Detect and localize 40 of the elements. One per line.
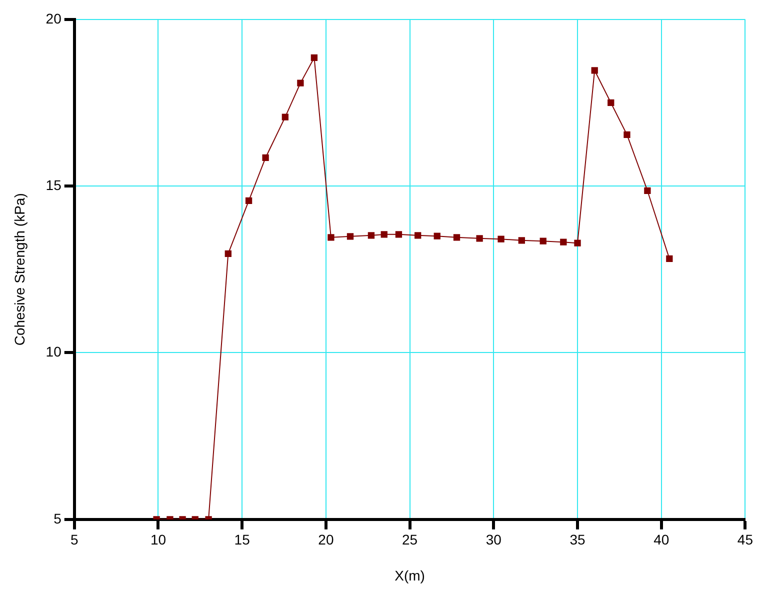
- point: [560, 238, 567, 246]
- point: [368, 232, 375, 239]
- point: [476, 235, 483, 242]
- x-tick-label: 30: [486, 532, 502, 548]
- point: [518, 237, 525, 244]
- point: [608, 99, 614, 106]
- x-tick-label: 5: [70, 532, 78, 548]
- point: [434, 232, 440, 240]
- y-tick-label: 15: [46, 176, 62, 193]
- point: [540, 238, 546, 244]
- point: [310, 54, 318, 62]
- point: [644, 187, 651, 194]
- x-tick-label: 10: [150, 532, 166, 548]
- point: [282, 114, 289, 120]
- y-tick-label: 20: [46, 10, 62, 26]
- point: [414, 232, 422, 239]
- point: [666, 255, 673, 262]
- point: [591, 67, 598, 74]
- point: [328, 234, 334, 241]
- point: [346, 233, 354, 240]
- point: [498, 236, 504, 242]
- y-tick-label: 5: [54, 510, 62, 526]
- x-tick-label: 20: [318, 532, 334, 548]
- x-tick-label: 45: [737, 532, 754, 548]
- point: [262, 154, 269, 162]
- point: [574, 240, 581, 246]
- x-tick-label: 40: [654, 532, 670, 548]
- y-axis-title: Cohesive Strength (kPa): [11, 193, 28, 346]
- point: [297, 80, 304, 86]
- point: [624, 131, 630, 138]
- x-tick-label: 15: [234, 532, 250, 548]
- x-tick-label: 25: [402, 532, 418, 548]
- point: [395, 231, 402, 238]
- point: [453, 234, 460, 241]
- point: [245, 197, 252, 204]
- x-axis-title: X(m): [394, 567, 425, 584]
- y-tick-label: 10: [46, 344, 62, 360]
- point: [380, 231, 388, 238]
- x-tick-label: 35: [570, 532, 586, 548]
- point: [224, 250, 232, 258]
